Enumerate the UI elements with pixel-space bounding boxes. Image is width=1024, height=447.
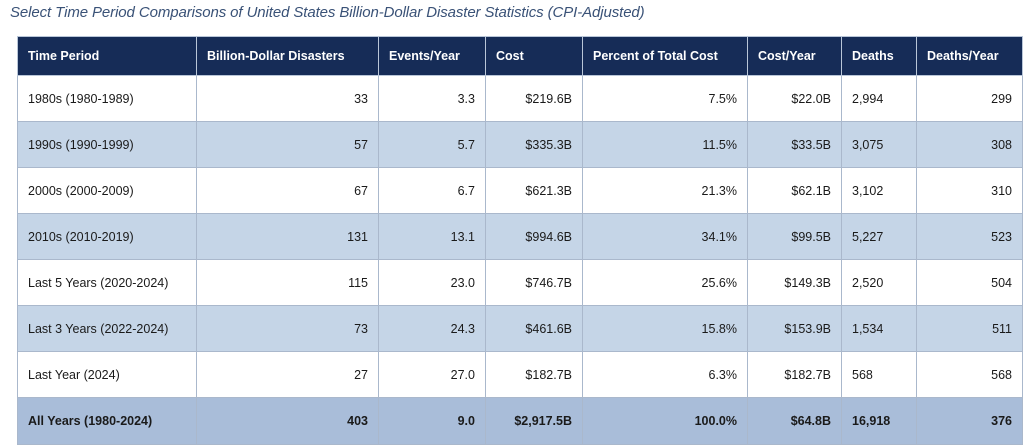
percent-cost-cell: 7.5% bbox=[582, 75, 748, 122]
disasters-cell: 67 bbox=[196, 167, 379, 214]
deaths-per-year-cell: 308 bbox=[916, 121, 1023, 168]
column-header-deaths-per-year: Deaths/Year bbox=[916, 36, 1023, 76]
deaths-cell: 568 bbox=[841, 351, 917, 398]
column-header-cost: Cost bbox=[485, 36, 583, 76]
deaths-per-year-cell: 523 bbox=[916, 213, 1023, 260]
column-header-deaths: Deaths bbox=[841, 36, 917, 76]
disaster-statistics-table: Time Period Billion-Dollar Disasters Eve… bbox=[17, 36, 1023, 445]
cost-cell: $219.6B bbox=[485, 75, 583, 122]
events-per-year-cell: 23.0 bbox=[378, 259, 486, 306]
column-header-cost-per-year: Cost/Year bbox=[747, 36, 842, 76]
cost-cell: $182.7B bbox=[485, 351, 583, 398]
deaths-per-year-cell: 504 bbox=[916, 259, 1023, 306]
table-row: 2000s (2000-2009) 67 6.7 $621.3B 21.3% $… bbox=[17, 167, 1023, 214]
total-cost-cell: $2,917.5B bbox=[485, 397, 583, 445]
table-row: Last Year (2024) 27 27.0 $182.7B 6.3% $1… bbox=[17, 351, 1023, 398]
time-period-cell: 2000s (2000-2009) bbox=[17, 167, 197, 214]
header-row: Time Period Billion-Dollar Disasters Eve… bbox=[17, 36, 1023, 76]
time-period-cell: 1980s (1980-1989) bbox=[17, 75, 197, 122]
deaths-cell: 5,227 bbox=[841, 213, 917, 260]
percent-cost-cell: 11.5% bbox=[582, 121, 748, 168]
deaths-cell: 3,102 bbox=[841, 167, 917, 214]
total-events-per-year-cell: 9.0 bbox=[378, 397, 486, 445]
column-header-time-period: Time Period bbox=[17, 36, 197, 76]
cost-cell: $994.6B bbox=[485, 213, 583, 260]
total-row: All Years (1980-2024) 403 9.0 $2,917.5B … bbox=[17, 397, 1023, 445]
time-period-cell: Last 3 Years (2022-2024) bbox=[17, 305, 197, 352]
table-row: 2010s (2010-2019) 131 13.1 $994.6B 34.1%… bbox=[17, 213, 1023, 260]
cost-per-year-cell: $33.5B bbox=[747, 121, 842, 168]
total-percent-cost-cell: 100.0% bbox=[582, 397, 748, 445]
disasters-cell: 73 bbox=[196, 305, 379, 352]
percent-cost-cell: 21.3% bbox=[582, 167, 748, 214]
cost-cell: $746.7B bbox=[485, 259, 583, 306]
disasters-cell: 57 bbox=[196, 121, 379, 168]
deaths-per-year-cell: 299 bbox=[916, 75, 1023, 122]
disasters-cell: 115 bbox=[196, 259, 379, 306]
deaths-cell: 2,520 bbox=[841, 259, 917, 306]
cost-cell: $621.3B bbox=[485, 167, 583, 214]
table-caption: Select Time Period Comparisons of United… bbox=[10, 4, 645, 21]
table-row: 1990s (1990-1999) 57 5.7 $335.3B 11.5% $… bbox=[17, 121, 1023, 168]
deaths-cell: 3,075 bbox=[841, 121, 917, 168]
events-per-year-cell: 27.0 bbox=[378, 351, 486, 398]
total-deaths-cell: 16,918 bbox=[841, 397, 917, 445]
events-per-year-cell: 24.3 bbox=[378, 305, 486, 352]
cost-per-year-cell: $153.9B bbox=[747, 305, 842, 352]
deaths-cell: 1,534 bbox=[841, 305, 917, 352]
total-cost-per-year-cell: $64.8B bbox=[747, 397, 842, 445]
time-period-cell: Last 5 Years (2020-2024) bbox=[17, 259, 197, 306]
total-deaths-per-year-cell: 376 bbox=[916, 397, 1023, 445]
percent-cost-cell: 15.8% bbox=[582, 305, 748, 352]
total-disasters-cell: 403 bbox=[196, 397, 379, 445]
deaths-per-year-cell: 568 bbox=[916, 351, 1023, 398]
events-per-year-cell: 6.7 bbox=[378, 167, 486, 214]
time-period-cell: Last Year (2024) bbox=[17, 351, 197, 398]
percent-cost-cell: 25.6% bbox=[582, 259, 748, 306]
cost-per-year-cell: $149.3B bbox=[747, 259, 842, 306]
deaths-cell: 2,994 bbox=[841, 75, 917, 122]
disasters-cell: 27 bbox=[196, 351, 379, 398]
deaths-per-year-cell: 511 bbox=[916, 305, 1023, 352]
events-per-year-cell: 3.3 bbox=[378, 75, 486, 122]
cost-per-year-cell: $182.7B bbox=[747, 351, 842, 398]
cost-per-year-cell: $99.5B bbox=[747, 213, 842, 260]
table-row: 1980s (1980-1989) 33 3.3 $219.6B 7.5% $2… bbox=[17, 75, 1023, 122]
percent-cost-cell: 6.3% bbox=[582, 351, 748, 398]
percent-cost-cell: 34.1% bbox=[582, 213, 748, 260]
cost-per-year-cell: $62.1B bbox=[747, 167, 842, 214]
column-header-events-per-year: Events/Year bbox=[378, 36, 486, 76]
disasters-cell: 131 bbox=[196, 213, 379, 260]
cost-cell: $335.3B bbox=[485, 121, 583, 168]
events-per-year-cell: 5.7 bbox=[378, 121, 486, 168]
disasters-cell: 33 bbox=[196, 75, 379, 122]
cost-cell: $461.6B bbox=[485, 305, 583, 352]
events-per-year-cell: 13.1 bbox=[378, 213, 486, 260]
column-header-billion-dollar-disasters: Billion-Dollar Disasters bbox=[196, 36, 379, 76]
table-row: Last 3 Years (2022-2024) 73 24.3 $461.6B… bbox=[17, 305, 1023, 352]
time-period-cell: 2010s (2010-2019) bbox=[17, 213, 197, 260]
cost-per-year-cell: $22.0B bbox=[747, 75, 842, 122]
total-time-period-cell: All Years (1980-2024) bbox=[17, 397, 197, 445]
column-header-percent-of-total-cost: Percent of Total Cost bbox=[582, 36, 748, 76]
table-row: Last 5 Years (2020-2024) 115 23.0 $746.7… bbox=[17, 259, 1023, 306]
deaths-per-year-cell: 310 bbox=[916, 167, 1023, 214]
time-period-cell: 1990s (1990-1999) bbox=[17, 121, 197, 168]
